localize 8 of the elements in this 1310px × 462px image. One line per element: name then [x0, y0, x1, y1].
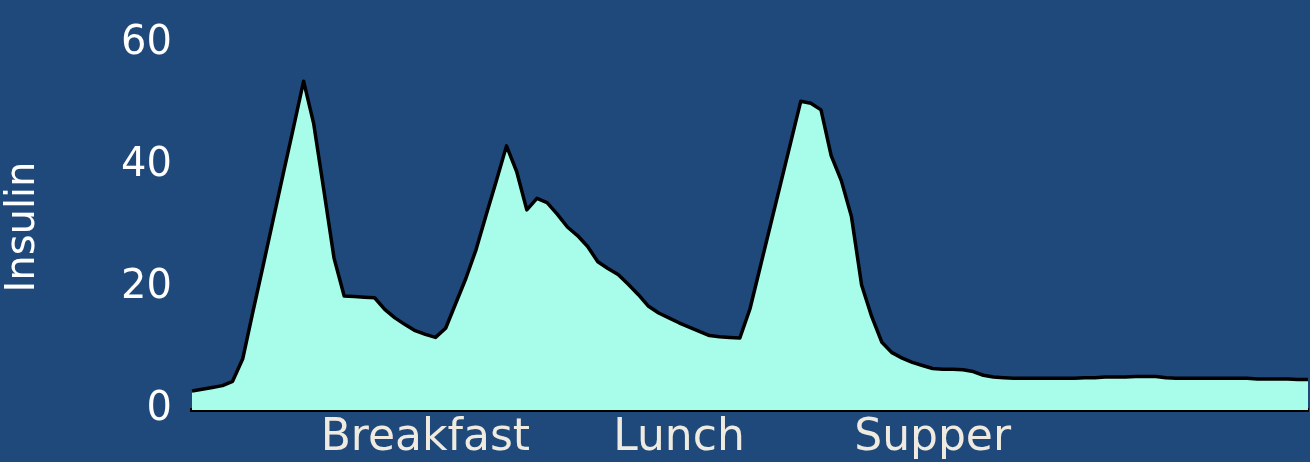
x-tick-label: Lunch: [613, 408, 745, 460]
y-tick-label: 40: [121, 139, 172, 186]
y-tick-label: 60: [121, 17, 172, 64]
y-tick-label: 0: [146, 383, 172, 430]
x-tick-label: Breakfast: [320, 408, 531, 460]
y-tick-label: 20: [121, 261, 172, 308]
x-tick-label: Supper: [854, 408, 1012, 460]
y-axis-title: Insulin: [0, 161, 44, 293]
